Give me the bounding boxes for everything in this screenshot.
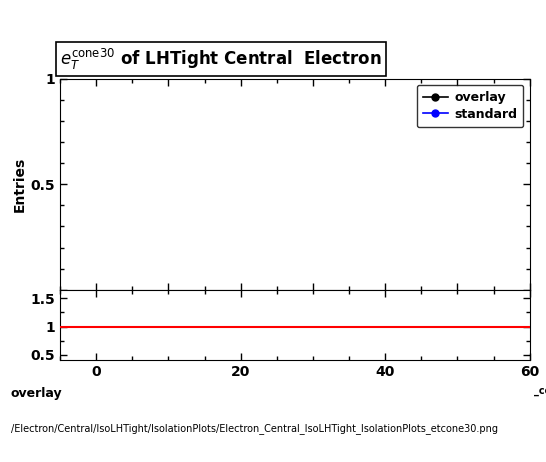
Text: overlay: overlay [11,387,63,400]
Text: /Electron/Central/IsoLHTight/IsolationPlots/Electron_Central_IsoLHTight_Isolatio: /Electron/Central/IsoLHTight/IsolationPl… [11,423,498,434]
Text: $e_T^{\mathrm{cone30}}$ of LHTight Central  Electron: $e_T^{\mathrm{cone30}}$ of LHTight Centr… [60,47,382,72]
Legend: overlay, standard: overlay, standard [417,85,524,127]
Y-axis label: Entries: Entries [13,157,26,212]
Text: _cone30: _cone30 [534,385,546,395]
